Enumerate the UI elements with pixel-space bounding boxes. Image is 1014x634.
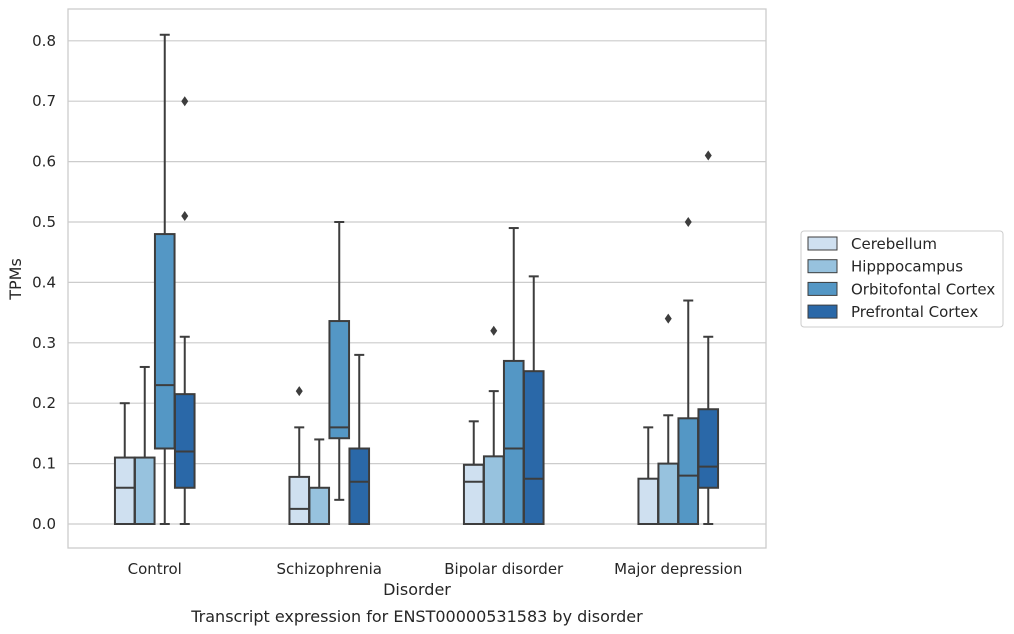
box-hipppocampus	[133, 365, 156, 525]
box-body	[153, 233, 176, 450]
box-body	[502, 359, 525, 526]
legend-frame	[800, 230, 1004, 328]
chart-caption: Transcript expression for ENST0000053158…	[190, 607, 643, 626]
box-prefrontal-cortex	[697, 150, 720, 525]
box-orbitofontal-cortex	[328, 221, 351, 501]
box-hipppocampus	[482, 325, 505, 525]
outlier-point	[490, 325, 498, 336]
box-body	[288, 475, 311, 525]
legend-swatch	[807, 236, 838, 251]
box-hipppocampus	[657, 313, 680, 526]
box-orbitofontal-cortex	[677, 217, 700, 525]
legend-label: Orbitofontal Cortex	[851, 280, 995, 298]
box-body	[173, 393, 196, 489]
box-prefrontal-cortex	[348, 353, 371, 525]
y-axis-title: TPMs	[6, 258, 25, 301]
x-axis-ticks: Control Schizophrenia Bipolar disorder Majo…	[128, 560, 743, 578]
box-hipppocampus	[308, 438, 331, 526]
y-tick-label: 0.6	[32, 153, 56, 171]
outlier-point	[704, 150, 712, 161]
legend-swatch	[807, 281, 838, 296]
box-body	[348, 447, 371, 525]
outlier-point	[295, 386, 303, 397]
box-prefrontal-cortex	[522, 275, 545, 525]
y-tick-label: 0.5	[32, 213, 56, 231]
outlier-point	[181, 210, 189, 221]
box-body	[133, 456, 156, 525]
box-body	[697, 408, 720, 489]
legend: Cerebellum Hipppocampus Orbitofontal Corte…	[800, 230, 1004, 328]
box-cerebellum	[288, 386, 311, 525]
y-tick-label: 0.8	[32, 32, 56, 50]
x-tick-label: Major depression	[614, 560, 742, 578]
y-axis-ticks: 0.0 0.1 0.2 0.3 0.4 0.5 0.6 0.7 0.8	[32, 32, 56, 533]
y-tick-label: 0.2	[32, 394, 56, 412]
y-tick-label: 0.0	[32, 515, 56, 533]
box-groups	[113, 33, 720, 526]
legend-swatch	[807, 304, 838, 319]
box-prefrontal-cortex	[173, 96, 196, 525]
legend-label: Hipppocampus	[851, 258, 963, 276]
box-body	[657, 462, 680, 526]
outlier-point	[684, 217, 692, 227]
x-tick-label: Bipolar disorder	[444, 560, 564, 578]
box-body	[522, 370, 545, 525]
legend-label: Cerebellum	[851, 235, 937, 253]
x-tick-label: Schizophrenia	[277, 560, 382, 578]
x-axis-title: Disorder	[383, 580, 451, 599]
legend-swatch	[807, 259, 838, 274]
box-body	[462, 463, 485, 526]
box-orbitofontal-cortex	[153, 33, 176, 525]
box-cerebellum	[462, 420, 485, 526]
x-tick-label: Control	[128, 560, 182, 578]
box-body	[308, 486, 331, 526]
box-body	[677, 417, 700, 525]
y-tick-label: 0.4	[32, 273, 56, 291]
legend-label: Prefrontal Cortex	[851, 303, 978, 321]
box-body	[328, 320, 351, 440]
box-cerebellum	[113, 402, 136, 525]
y-tick-label: 0.3	[32, 334, 56, 352]
y-tick-label: 0.1	[32, 455, 56, 473]
box-body	[637, 477, 660, 526]
outlier-point	[664, 313, 672, 324]
y-tick-label: 0.7	[32, 92, 56, 110]
box-body	[113, 456, 136, 525]
box-body	[482, 455, 505, 525]
outlier-point	[181, 96, 189, 107]
